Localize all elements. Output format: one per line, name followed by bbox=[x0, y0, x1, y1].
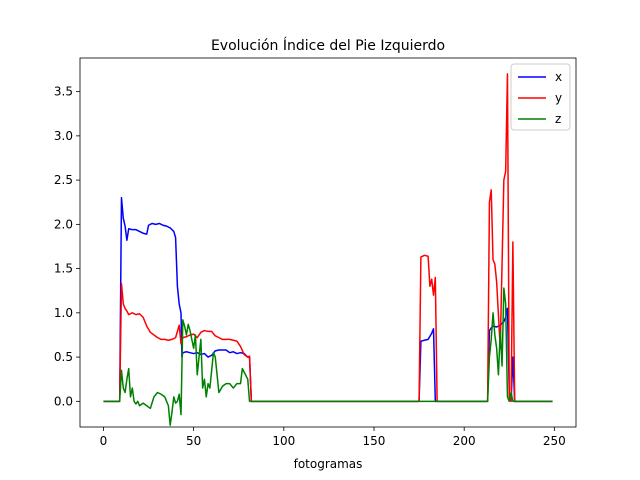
chart-title: Evolución Índice del Pie Izquierdo bbox=[211, 37, 445, 54]
series-line-y bbox=[103, 73, 553, 403]
series-line-z bbox=[103, 287, 553, 426]
x-tick-label: 150 bbox=[363, 434, 386, 448]
x-tick-label: 100 bbox=[272, 434, 295, 448]
legend-box bbox=[510, 63, 571, 131]
axes: 0 50 100 150 200 250 0.0 0.5 1.0 1.5 2.0 2.5 3.0 3.5 bbox=[54, 57, 577, 448]
y-tick-label: 0.5 bbox=[54, 350, 73, 364]
y-tick-label: 3.0 bbox=[54, 129, 73, 143]
x-tick-label: 200 bbox=[453, 434, 476, 448]
legend-label-z: z bbox=[555, 112, 561, 126]
legend: xyz bbox=[510, 63, 571, 131]
legend-label-x: x bbox=[555, 70, 562, 84]
x-tick-label: 0 bbox=[100, 434, 108, 448]
axes-frame bbox=[79, 57, 577, 428]
y-tick-label: 3.5 bbox=[54, 85, 73, 99]
x-axis-label: fotogramas bbox=[294, 457, 363, 471]
y-tick-label: 0.0 bbox=[54, 394, 73, 408]
series-line-x bbox=[103, 197, 553, 403]
y-tick-label: 1.5 bbox=[54, 262, 73, 276]
y-tick-label: 2.0 bbox=[54, 217, 73, 231]
y-tick-label: 1.0 bbox=[54, 306, 73, 320]
x-tick-label: 50 bbox=[186, 434, 201, 448]
y-tick-label: 2.5 bbox=[54, 173, 73, 187]
x-tick-label: 250 bbox=[543, 434, 566, 448]
plot-area bbox=[103, 73, 553, 426]
legend-label-y: y bbox=[555, 91, 562, 105]
